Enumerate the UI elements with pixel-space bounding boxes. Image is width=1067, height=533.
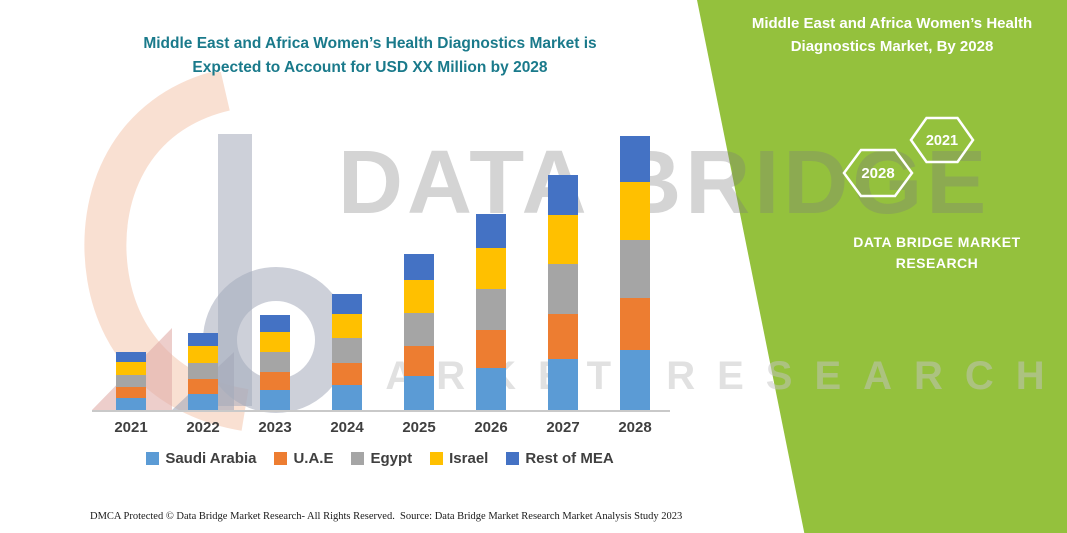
x-axis-label-2022: 2022 bbox=[186, 419, 220, 436]
brand-text: DATA BRIDGE MARKET RESEARCH bbox=[812, 232, 1062, 274]
bar-2021 bbox=[116, 352, 146, 411]
plot-area bbox=[95, 100, 671, 411]
bar-segment-saudi-arabia bbox=[548, 359, 578, 411]
bar-segment-israel bbox=[332, 314, 362, 338]
logo-b-stem bbox=[218, 134, 252, 406]
hexagon-2021-outline bbox=[909, 116, 975, 164]
footer-source-text: Source: Data Bridge Market Research Mark… bbox=[400, 511, 683, 522]
bar-segment-rest-of-mea bbox=[620, 136, 650, 182]
legend-label: Israel bbox=[449, 450, 489, 467]
legend-item-rest-of-mea: Rest of MEA bbox=[506, 450, 614, 467]
bar-segment-u-a-e bbox=[260, 372, 290, 390]
bar-segment-saudi-arabia bbox=[188, 394, 218, 411]
bar-segment-israel bbox=[476, 248, 506, 289]
legend-item-israel: Israel bbox=[430, 450, 488, 467]
bar-segment-rest-of-mea bbox=[476, 214, 506, 248]
x-axis-label-2026: 2026 bbox=[474, 419, 508, 436]
bar-2027 bbox=[548, 175, 578, 411]
bar-segment-egypt bbox=[548, 264, 578, 314]
logo-orange-arc bbox=[84, 72, 249, 431]
bar-segment-rest-of-mea bbox=[116, 352, 146, 362]
chart-title-line1: Middle East and Africa Women’s Health Di… bbox=[143, 35, 597, 52]
bar-segment-israel bbox=[548, 215, 578, 264]
hexagon-badges: 2028 2021 bbox=[842, 116, 975, 198]
bar-2025 bbox=[404, 254, 434, 411]
x-axis-label-2028: 2028 bbox=[618, 419, 652, 436]
legend-swatch bbox=[351, 452, 365, 465]
bar-segment-israel bbox=[620, 182, 650, 240]
bar-2028 bbox=[620, 136, 650, 411]
x-axis-label-2025: 2025 bbox=[402, 419, 436, 436]
chart-title-line2: Expected to Account for USD XX Million b… bbox=[192, 59, 548, 76]
x-axis-line bbox=[92, 410, 670, 412]
bar-segment-egypt bbox=[188, 363, 218, 379]
x-axis-label-2023: 2023 bbox=[258, 419, 292, 436]
bar-segment-rest-of-mea bbox=[260, 315, 290, 332]
side-panel-title-line1: Middle East and Africa Women’s Health bbox=[751, 15, 1033, 32]
chart-legend: Saudi Arabia U.A.E Egypt Israel Rest of MEA bbox=[88, 450, 672, 467]
bar-segment-u-a-e bbox=[404, 346, 434, 376]
bar-segment-u-a-e bbox=[188, 379, 218, 394]
x-axis-label-2021: 2021 bbox=[114, 419, 148, 436]
bar-2022 bbox=[188, 333, 218, 411]
legend-swatch bbox=[506, 452, 520, 465]
x-axis-label-2027: 2027 bbox=[546, 419, 580, 436]
bar-segment-rest-of-mea bbox=[188, 333, 218, 346]
bar-segment-israel bbox=[404, 280, 434, 313]
bar-segment-egypt bbox=[620, 240, 650, 298]
bar-segment-saudi-arabia bbox=[404, 376, 434, 411]
bar-segment-saudi-arabia bbox=[332, 385, 362, 411]
bar-segment-egypt bbox=[404, 313, 434, 346]
hexagon-2021-label: 2021 bbox=[926, 133, 958, 149]
bar-segment-rest-of-mea bbox=[404, 254, 434, 280]
legend-swatch bbox=[274, 452, 288, 465]
bar-segment-egypt bbox=[260, 352, 290, 372]
bar-segment-israel bbox=[188, 346, 218, 363]
bar-segment-u-a-e bbox=[548, 314, 578, 359]
bar-segment-saudi-arabia bbox=[476, 368, 506, 411]
x-axis-labels: 2021 2022 2023 2024 2025 2026 2027 2028 bbox=[95, 419, 671, 441]
bar-segment-israel bbox=[116, 362, 146, 375]
bar-segment-saudi-arabia bbox=[620, 350, 650, 411]
legend-label: Saudi Arabia bbox=[165, 450, 257, 467]
legend-item-saudi-arabia: Saudi Arabia bbox=[146, 450, 256, 467]
legend-item-u-a-e: U.A.E bbox=[274, 450, 333, 467]
side-panel-title: Middle East and Africa Women’s Health Di… bbox=[722, 12, 1062, 58]
bar-segment-egypt bbox=[116, 375, 146, 387]
bar-segment-u-a-e bbox=[116, 387, 146, 398]
bar-2023 bbox=[260, 315, 290, 411]
bar-segment-u-a-e bbox=[620, 298, 650, 350]
legend-swatch bbox=[430, 452, 444, 465]
x-axis-label-2024: 2024 bbox=[330, 419, 364, 436]
side-panel-title-line2: Diagnostics Market, By 2028 bbox=[790, 38, 994, 55]
bar-segment-egypt bbox=[476, 289, 506, 330]
legend-label: Egypt bbox=[370, 450, 413, 467]
footer-dmca-text: DMCA Protected © Data Bridge Market Rese… bbox=[90, 511, 395, 522]
bar-2024 bbox=[332, 294, 362, 411]
legend-swatch bbox=[146, 452, 160, 465]
bar-segment-u-a-e bbox=[332, 363, 362, 385]
bar-segment-rest-of-mea bbox=[548, 175, 578, 215]
legend-label: U.A.E bbox=[293, 450, 334, 467]
brand-text-line1: DATA BRIDGE MARKET bbox=[853, 234, 1021, 250]
bar-segment-egypt bbox=[332, 338, 362, 363]
hexagon-2028-outline bbox=[842, 148, 914, 198]
bar-segment-u-a-e bbox=[476, 330, 506, 368]
legend-label: Rest of MEA bbox=[525, 450, 614, 467]
hexagon-2028-label: 2028 bbox=[861, 165, 894, 182]
bar-segment-saudi-arabia bbox=[260, 390, 290, 411]
chart-title: Middle East and Africa Women’s Health Di… bbox=[88, 32, 652, 80]
bar-2026 bbox=[476, 214, 506, 411]
bar-segment-saudi-arabia bbox=[116, 398, 146, 411]
brand-text-line2: RESEARCH bbox=[895, 255, 979, 271]
bar-segment-israel bbox=[260, 332, 290, 352]
watermark-market-research: MARKET RESEARCH bbox=[330, 354, 1067, 398]
bar-segment-rest-of-mea bbox=[332, 294, 362, 314]
legend-item-egypt: Egypt bbox=[351, 450, 412, 467]
